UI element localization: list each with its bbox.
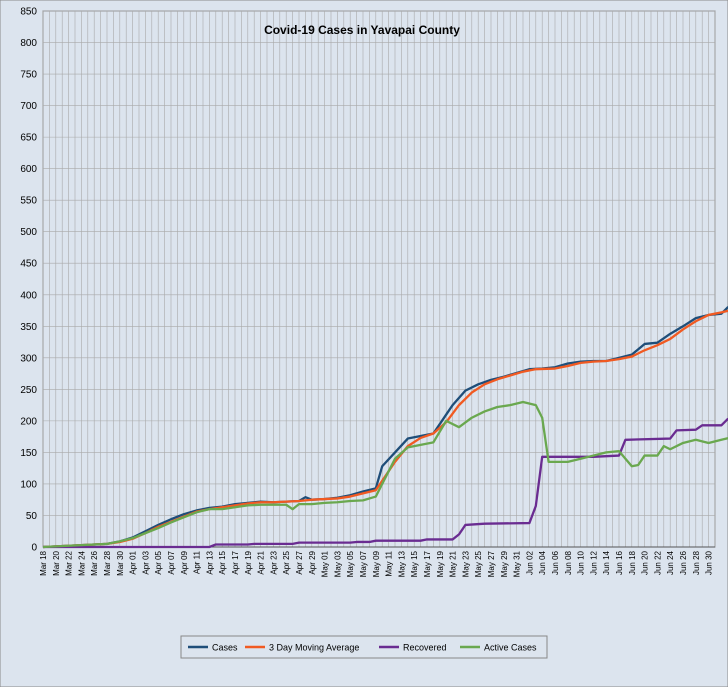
x-tick-label: Apr 15 xyxy=(218,550,227,574)
y-tick-label: 600 xyxy=(20,164,37,175)
x-tick-label: Mar 30 xyxy=(116,550,125,575)
legend: Cases 3 Day Moving Average Recovered Active… xyxy=(180,635,548,659)
y-tick-label: 700 xyxy=(20,101,37,112)
x-axis: Mar 18 Mar 20 Mar 22 Mar 24 Mar 26 Mar 28 Mar … xyxy=(39,546,715,577)
legend-label-cases: Cases xyxy=(212,643,238,653)
x-tick-label: Apr 29 xyxy=(308,550,317,574)
chart-title: Covid-19 Cases in Yavapai County xyxy=(264,23,460,37)
y-tick-label: 300 xyxy=(20,353,37,364)
x-tick-label: Jun 26 xyxy=(679,550,688,575)
y-tick-label: 750 xyxy=(20,70,37,81)
legend-label-active-cases: Active Cases xyxy=(484,643,537,653)
series-line-active-cases xyxy=(42,400,728,549)
series-line-cases xyxy=(42,305,728,549)
x-tick-label: Apr 25 xyxy=(282,550,291,574)
legend-label-3-day-moving-average: 3 Day Moving Average xyxy=(269,643,359,653)
x-tick-label: May 15 xyxy=(410,550,419,577)
x-tick-label: Apr 11 xyxy=(193,550,202,574)
y-tick-label: 0 xyxy=(31,543,37,554)
gridlines xyxy=(42,10,716,548)
x-tick-label: May 03 xyxy=(333,550,342,577)
x-tick-label: Apr 03 xyxy=(141,550,150,574)
x-tick-label: Jun 08 xyxy=(564,550,573,575)
x-tick-label: Apr 21 xyxy=(257,550,266,574)
x-tick-label: Jun 14 xyxy=(602,550,611,575)
x-tick-label: May 19 xyxy=(436,550,445,577)
x-tick-label: Apr 23 xyxy=(269,550,278,574)
y-tick-label: 650 xyxy=(20,133,37,144)
y-tick-label: 350 xyxy=(20,322,37,333)
y-tick-label: 500 xyxy=(20,227,37,238)
x-tick-label: Jun 18 xyxy=(628,550,637,575)
y-tick-label: 100 xyxy=(20,479,37,490)
series-layer xyxy=(42,305,728,549)
x-tick-label: May 23 xyxy=(461,550,470,577)
y-tick-label: 800 xyxy=(20,38,37,49)
x-tick-label: May 29 xyxy=(500,550,509,577)
x-tick-label: Mar 22 xyxy=(65,550,74,575)
plot-area xyxy=(42,10,716,548)
x-tick-label: May 13 xyxy=(397,550,406,577)
x-tick-label: Jun 12 xyxy=(589,550,598,575)
x-tick-label: Apr 13 xyxy=(205,550,214,574)
x-tick-label: Jun 06 xyxy=(551,550,560,575)
x-tick-label: Apr 27 xyxy=(295,550,304,574)
y-tick-label: 200 xyxy=(20,416,37,427)
x-tick-label: Mar 20 xyxy=(52,550,61,575)
x-tick-label: May 25 xyxy=(474,550,483,577)
y-tick-label: 850 xyxy=(20,7,37,18)
x-tick-label: Apr 19 xyxy=(244,550,253,574)
y-tick-label: 150 xyxy=(20,448,37,459)
y-tick-label: 450 xyxy=(20,259,37,270)
x-tick-label: Jun 10 xyxy=(577,550,586,575)
x-tick-label: Apr 17 xyxy=(231,550,240,574)
x-tick-label: Mar 24 xyxy=(77,550,86,575)
x-tick-label: May 05 xyxy=(346,550,355,577)
y-tick-label: 400 xyxy=(20,290,37,301)
x-tick-label: Jun 22 xyxy=(653,550,662,575)
x-tick-label: Apr 01 xyxy=(129,550,138,574)
x-tick-label: Apr 07 xyxy=(167,550,176,574)
x-tick-label: Mar 28 xyxy=(103,550,112,575)
x-tick-label: May 31 xyxy=(513,550,522,577)
y-tick-label: 50 xyxy=(26,511,38,522)
x-tick-label: May 21 xyxy=(449,550,458,577)
x-tick-label: May 07 xyxy=(359,550,368,577)
x-tick-label: Jun 20 xyxy=(641,550,650,575)
legend-label-recovered: Recovered xyxy=(403,643,447,653)
x-tick-label: May 17 xyxy=(423,550,432,577)
legend-box xyxy=(180,635,548,659)
x-tick-label: Jun 02 xyxy=(525,550,534,575)
x-tick-label: Jun 24 xyxy=(666,550,675,575)
y-tick-label: 250 xyxy=(20,385,37,396)
x-tick-label: Jun 16 xyxy=(615,550,624,575)
x-tick-label: May 01 xyxy=(321,550,330,577)
x-tick-label: Mar 18 xyxy=(39,550,48,575)
x-tick-label: Apr 05 xyxy=(154,550,163,574)
x-tick-label: Apr 09 xyxy=(180,550,189,574)
x-tick-label: Jun 04 xyxy=(538,550,547,575)
x-tick-label: May 27 xyxy=(487,550,496,577)
x-tick-label: May 11 xyxy=(385,550,394,576)
x-tick-label: Jun 28 xyxy=(692,550,701,575)
series-line-recovered xyxy=(43,417,728,549)
y-axis: 0 50 100 150 200 250 300 350 400 450 500 550 600 650 7… xyxy=(20,7,37,554)
x-tick-label: Jun 30 xyxy=(705,550,714,575)
x-tick-label: May 09 xyxy=(372,550,381,577)
y-tick-label: 550 xyxy=(20,196,37,207)
x-tick-label: Mar 26 xyxy=(90,550,99,575)
